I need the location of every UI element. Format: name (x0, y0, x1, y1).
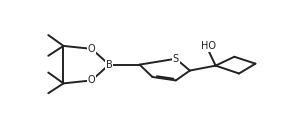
Text: O: O (88, 75, 95, 85)
Text: O: O (88, 44, 95, 54)
Text: HO: HO (201, 41, 216, 51)
Text: S: S (173, 54, 179, 64)
Text: B: B (106, 60, 113, 70)
